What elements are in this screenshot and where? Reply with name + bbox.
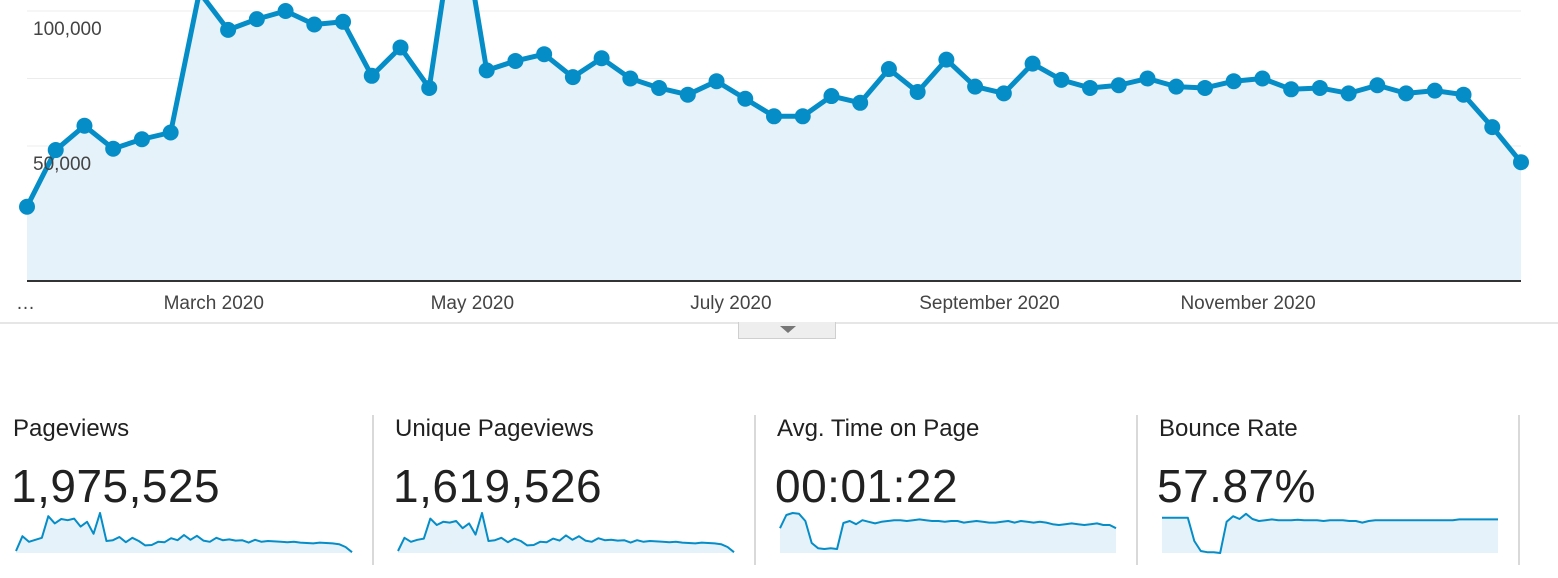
metric-unique-pageviews[interactable]: Unique Pageviews 1,619,526: [393, 415, 765, 565]
data-point: [823, 88, 840, 105]
data-point: [335, 13, 352, 30]
data-point: [880, 61, 897, 78]
metric-divider: [1518, 415, 1520, 565]
data-point: [1340, 85, 1357, 102]
data-point: [1455, 86, 1472, 103]
sparkline-area: [780, 513, 1116, 553]
x-tick-label: …: [16, 293, 35, 314]
metric-divider: [1136, 415, 1138, 565]
data-point: [220, 21, 237, 38]
x-tick-label: November 2020: [1180, 293, 1315, 314]
data-point: [1053, 71, 1070, 88]
data-point: [564, 69, 581, 86]
data-point: [1398, 85, 1415, 102]
data-point: [766, 108, 782, 125]
pageviews-sparkline: [15, 512, 353, 553]
data-point: [1283, 81, 1300, 98]
metric-value: 00:01:22: [775, 460, 959, 512]
metric-divider: [372, 415, 374, 565]
data-point: [622, 70, 639, 87]
data-point: [1484, 119, 1501, 136]
data-point: [47, 142, 64, 159]
data-point: [105, 140, 122, 157]
overview-chart: 100,000 50,000 … March 2020 May 2020 July 202…: [0, 0, 1558, 339]
data-point: [536, 46, 553, 63]
metric-label: Unique Pageviews: [395, 415, 594, 442]
unique-pageviews-sparkline: [397, 512, 735, 553]
sparkline-area: [16, 513, 352, 553]
expand-chart-button[interactable]: [738, 322, 836, 339]
x-tick-label: March 2020: [164, 293, 264, 314]
data-point: [1110, 77, 1127, 94]
series-area-fill: [27, 0, 1521, 281]
data-point: [1139, 70, 1156, 87]
data-point: [306, 16, 323, 33]
metric-label: Pageviews: [13, 415, 130, 442]
data-point: [909, 84, 926, 100]
data-point: [133, 131, 150, 148]
data-point: [852, 94, 869, 111]
metric-divider: [754, 415, 756, 565]
data-point: [1168, 78, 1185, 95]
data-point: [19, 198, 35, 215]
data-point: [995, 85, 1012, 102]
data-point: [1513, 154, 1529, 171]
data-point: [1225, 73, 1242, 90]
metric-label: Avg. Time on Page: [777, 415, 980, 442]
data-point: [1426, 82, 1443, 99]
data-point: [277, 3, 294, 19]
sparkline-line: [15, 512, 353, 553]
x-tick-label: May 2020: [431, 293, 514, 314]
sparkline-area: [398, 513, 734, 553]
data-point: [392, 39, 409, 56]
y-tick-label: 50,000: [33, 154, 91, 175]
metric-value: 1,619,526: [393, 460, 603, 512]
y-tick-label: 100,000: [33, 19, 102, 40]
data-point: [794, 108, 811, 125]
metric-value: 1,975,525: [11, 460, 221, 512]
data-point: [737, 90, 754, 107]
data-point: [1024, 55, 1041, 72]
metrics-scorecard: Pageviews 1,975,525 Unique Pageviews 1,6…: [0, 405, 1558, 575]
sparkline-line: [779, 512, 1117, 550]
data-point: [1311, 79, 1328, 96]
data-point: [76, 117, 93, 134]
bounce-rate-sparkline: [1162, 512, 1498, 554]
data-point: [1369, 77, 1386, 94]
data-point: [679, 86, 696, 103]
data-point: [967, 78, 984, 95]
line-chart-svg: 100,000 50,000 … March 2020 May 2020 July 202…: [0, 0, 1558, 324]
metric-label: Bounce Rate: [1159, 415, 1298, 442]
data-point: [421, 79, 438, 96]
sparkline-area: [1162, 513, 1498, 553]
data-point: [651, 79, 668, 96]
metric-avg-time-on-page[interactable]: Avg. Time on Page 00:01:22: [775, 415, 1147, 565]
x-tick-label: September 2020: [919, 293, 1060, 314]
data-point: [478, 62, 495, 79]
metric-pageviews[interactable]: Pageviews 1,975,525: [11, 415, 383, 565]
data-point: [162, 124, 179, 141]
metric-value: 57.87%: [1157, 460, 1317, 512]
data-point: [248, 11, 265, 28]
data-point: [708, 73, 725, 90]
sparkline-line: [1162, 512, 1498, 554]
data-point: [1196, 79, 1213, 96]
triangle-down-icon: [780, 326, 796, 333]
data-point: [363, 67, 380, 84]
data-point: [938, 51, 955, 68]
x-tick-label: July 2020: [690, 293, 771, 314]
data-point: [593, 50, 610, 67]
metric-bounce-rate[interactable]: Bounce Rate 57.87%: [1157, 415, 1529, 565]
avg-time-sparkline: [779, 512, 1117, 553]
sparkline-line: [397, 512, 735, 553]
data-point: [1254, 70, 1271, 87]
data-point: [507, 52, 524, 69]
data-point: [1082, 79, 1099, 96]
